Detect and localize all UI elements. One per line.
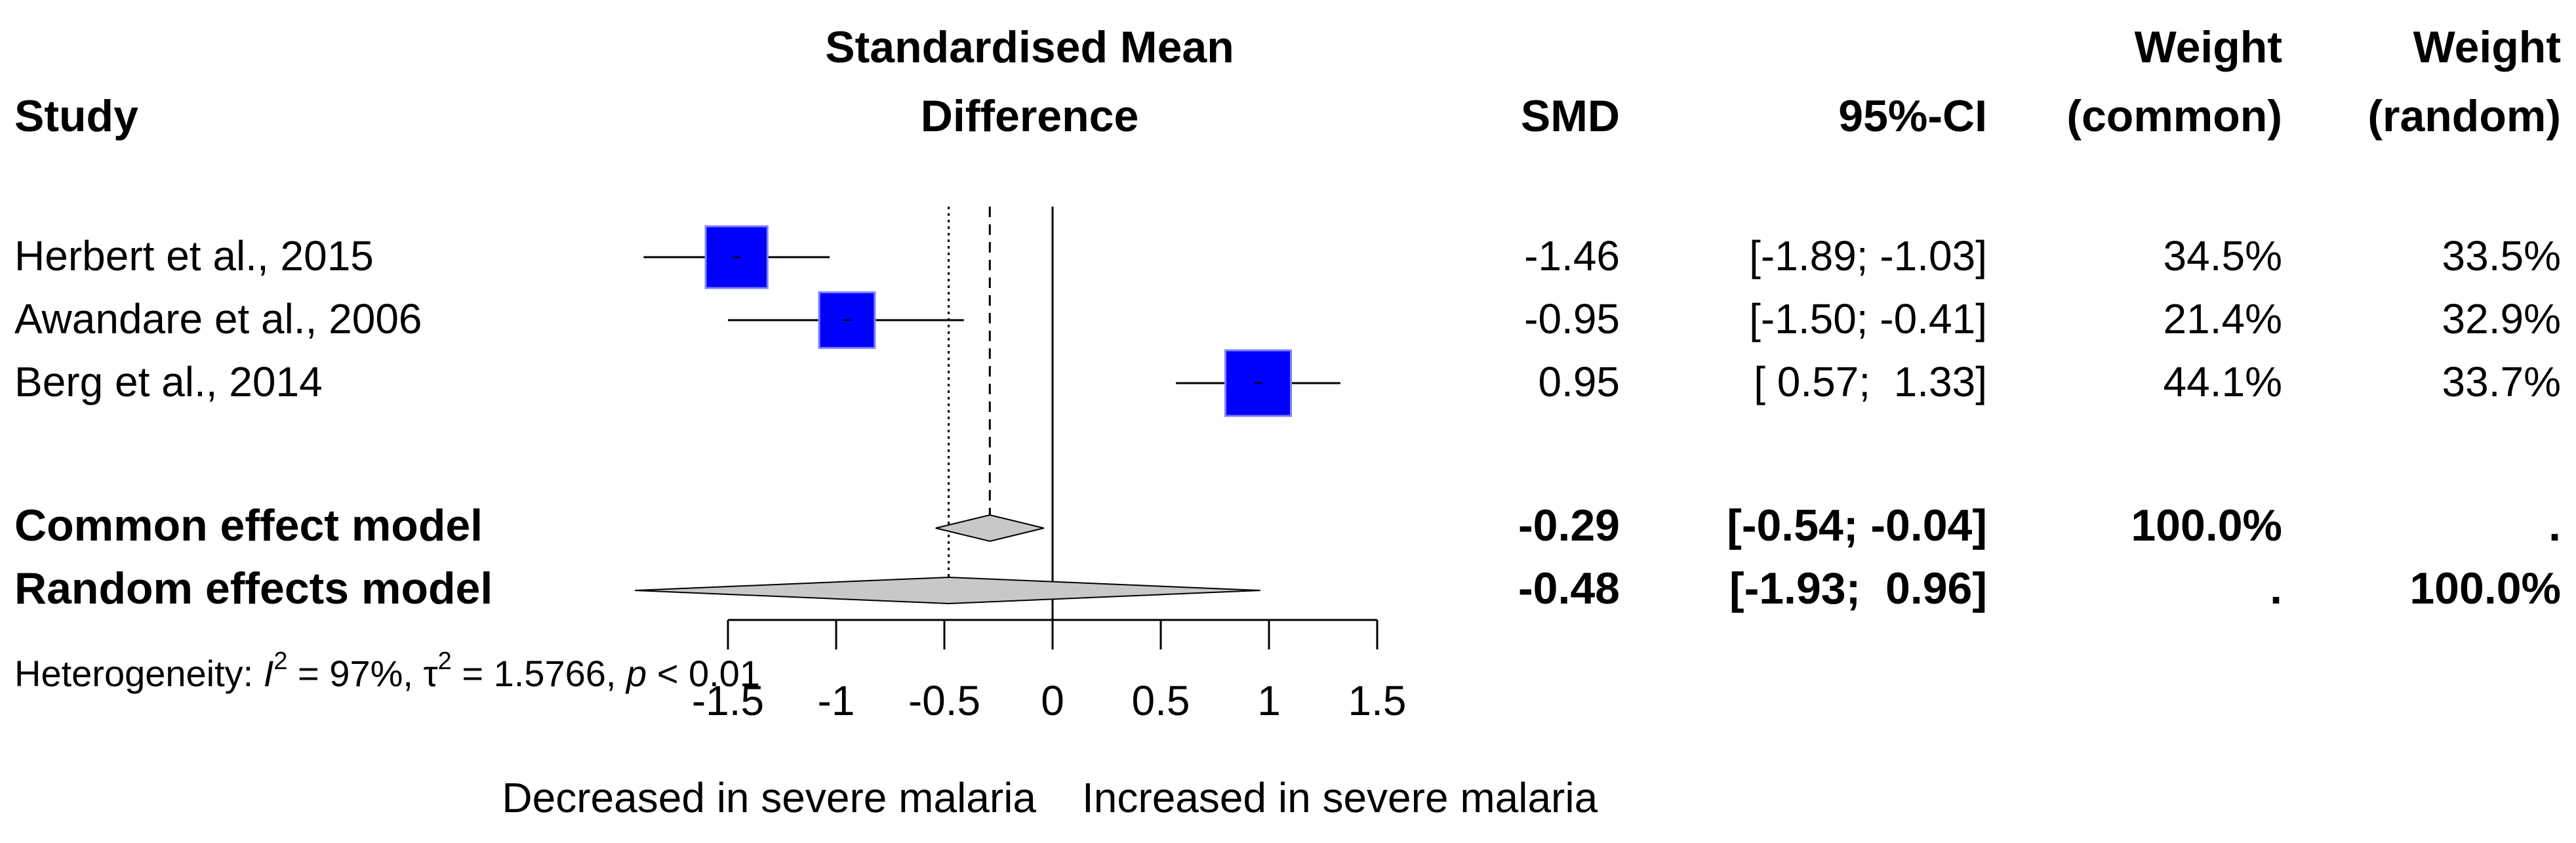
pooled-row-common: Common effect model -0.29 [-0.54; -0.04]… <box>14 501 2561 550</box>
header-weight-random-line2: (random) <box>2367 91 2561 141</box>
study-row: Awandare et al., 2006 -0.95 [-1.50; -0.4… <box>14 291 2561 349</box>
tau-value: = 1.5766, <box>452 653 626 694</box>
study-ci: [-1.50; -0.41] <box>1749 295 1987 342</box>
study-weight-square <box>818 291 876 349</box>
header-smd: SMD <box>1521 91 1620 141</box>
study-weight-random: 33.5% <box>2442 232 2561 279</box>
pooled-smd: -0.29 <box>1518 501 1620 550</box>
study-ci: [-1.89; -1.03] <box>1749 232 1987 279</box>
study-weight-common: 44.1% <box>2163 358 2282 405</box>
i2-label: I <box>264 653 274 694</box>
header-effect-line2: Difference <box>921 91 1139 141</box>
study-row: Berg et al., 2014 0.95 [ 0.57; 1.33] 44.… <box>14 349 2561 417</box>
header-ci: 95%-CI <box>1838 91 1987 141</box>
pooled-weight-random: 100.0% <box>2409 564 2561 613</box>
tau-label: τ <box>424 653 438 694</box>
study-row: Herbert et al., 2015 -1.46 [-1.89; -1.03… <box>14 225 2561 289</box>
study-name: Herbert et al., 2015 <box>14 232 374 279</box>
pooled-row-random: Random effects model -0.48 [-1.93; 0.96]… <box>14 564 2561 613</box>
pooled-ci: [-0.54; -0.04] <box>1727 501 1987 550</box>
header-weight-random-line1: Weight <box>2413 22 2561 72</box>
pooled-name: Common effect model <box>14 501 483 550</box>
x-tick-label: 1 <box>1257 677 1281 724</box>
x-tick-label: -0.5 <box>908 677 980 724</box>
random-effects-diamond <box>635 576 1260 605</box>
header-weight-common-line1: Weight <box>2135 22 2282 72</box>
study-smd: -0.95 <box>1524 295 1620 342</box>
study-ci: [ 0.57; 1.33] <box>1754 358 1987 405</box>
x-tick-label: 0 <box>1041 677 1064 724</box>
p-label: p <box>625 653 647 694</box>
study-weight-random: 33.7% <box>2442 358 2561 405</box>
x-tick-label: -1 <box>818 677 855 724</box>
header-study: Study <box>14 91 138 141</box>
study-weight-common: 21.4% <box>2163 295 2282 342</box>
i2-sup: 2 <box>273 648 287 675</box>
label-increased: Increased in severe malaria <box>1082 774 1598 821</box>
heterogeneity-text: Heterogeneity: I2 = 97%, τ2 = 1.5766, p … <box>14 648 760 694</box>
x-tick-label: -1.5 <box>692 677 764 724</box>
pooled-weight-common: . <box>2270 564 2282 613</box>
p-value: < 0.01 <box>647 653 760 694</box>
study-weight-common: 34.5% <box>2163 232 2282 279</box>
pooled-weight-common: 100.0% <box>2131 501 2282 550</box>
study-name: Berg et al., 2014 <box>14 358 323 405</box>
pooled-ci: [-1.93; 0.96] <box>1729 564 1987 613</box>
study-weight-random: 32.9% <box>2442 295 2561 342</box>
x-axis: -1.5 -1 -0.5 0 0.5 1 1.5 <box>692 619 1407 724</box>
study-smd: 0.95 <box>1538 358 1620 405</box>
header-weight-common-line2: (common) <box>2066 91 2282 141</box>
header-effect-line1: Standardised Mean <box>825 22 1234 72</box>
i2-value: = 97%, <box>287 653 423 694</box>
x-tick-label: 0.5 <box>1132 677 1190 724</box>
study-smd: -1.46 <box>1524 232 1620 279</box>
heterogeneity-prefix: Heterogeneity: <box>14 653 264 694</box>
pooled-weight-random: . <box>2548 501 2561 550</box>
x-tick-label: 1.5 <box>1348 677 1407 724</box>
common-effect-diamond <box>935 514 1045 543</box>
pooled-smd: -0.48 <box>1518 564 1620 613</box>
study-name: Awandare et al., 2006 <box>14 295 422 342</box>
label-decreased: Decreased in severe malaria <box>502 774 1036 821</box>
tau-sup: 2 <box>438 648 452 675</box>
pooled-name: Random effects model <box>14 564 493 613</box>
